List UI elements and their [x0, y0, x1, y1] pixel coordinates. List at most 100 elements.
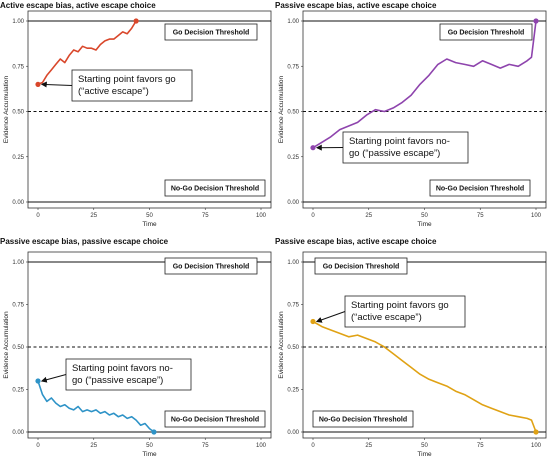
end-point [533, 18, 539, 24]
go-threshold-box [164, 257, 258, 275]
x-tick-label: 100 [256, 443, 267, 449]
nogo-threshold-label: No-Go Decision Threshold [436, 186, 524, 193]
start-point [310, 145, 316, 151]
nogo-threshold-label: No-Go Decision Threshold [171, 417, 259, 424]
y-tick-label: 0.25 [12, 388, 24, 394]
go-threshold-box [314, 257, 408, 275]
x-tick-label: 75 [202, 213, 209, 219]
y-tick-label: 0.75 [12, 303, 24, 309]
annotation-text: (“active escape”) [78, 86, 149, 97]
nogo-threshold-box [164, 179, 266, 197]
panel-title: Passive escape bias, active escape choic… [275, 1, 437, 10]
y-tick-label: 0.00 [12, 200, 24, 206]
x-tick-label: 50 [421, 443, 428, 449]
x-tick-label: 0 [311, 443, 315, 449]
y-tick-label: 1.00 [12, 19, 24, 25]
annotation-arrow [315, 311, 346, 323]
y-tick-label: 0.25 [287, 388, 299, 394]
annotation-text: Starting point favors go [78, 74, 176, 85]
plot-frame [302, 251, 547, 439]
y-axis-label: Evidence Accumulation [3, 76, 10, 144]
nogo-threshold-box [312, 410, 414, 428]
start-point [35, 81, 41, 87]
panel-title: Passive escape bias, active escape choic… [275, 237, 437, 246]
series-line [37, 380, 155, 433]
x-tick-label: 100 [531, 443, 542, 449]
annotation-text: Starting point favors no- [72, 363, 173, 374]
start-point [35, 378, 41, 384]
y-tick-label: 0.00 [12, 430, 24, 436]
y-axis-label: Evidence Accumulation [278, 76, 285, 144]
x-axis-label: Time [417, 221, 432, 228]
go-threshold-label: Go Decision Threshold [448, 30, 525, 37]
annotation-text: Starting point favors no- [349, 136, 450, 147]
annotation-arrow [40, 374, 67, 383]
nogo-threshold-box [429, 179, 531, 197]
y-tick-label: 0.25 [12, 155, 24, 161]
x-tick-label: 75 [202, 443, 209, 449]
x-tick-label: 25 [365, 213, 372, 219]
y-tick-label: 0.50 [12, 110, 24, 116]
annotation-arrow [40, 81, 73, 88]
plot-frame [27, 251, 272, 439]
x-tick-label: 25 [365, 443, 372, 449]
go-threshold-box [164, 23, 258, 41]
y-tick-label: 0.25 [287, 155, 299, 161]
end-point [133, 18, 139, 24]
panel-title: Active escape bias, active escape choice [0, 1, 156, 10]
x-tick-label: 50 [146, 213, 153, 219]
x-tick-label: 75 [477, 443, 484, 449]
end-point [533, 429, 539, 435]
go-threshold-label: Go Decision Threshold [173, 264, 250, 271]
panel-4: Passive escape bias, active escape choic… [275, 237, 547, 457]
x-tick-label: 75 [477, 213, 484, 219]
x-tick-label: 0 [36, 213, 40, 219]
panel-title: Passive escape bias, passive escape choi… [0, 237, 169, 246]
y-tick-label: 0.00 [287, 200, 299, 206]
panel-2: Passive escape bias, active escape choic… [275, 1, 547, 228]
x-tick-label: 50 [421, 213, 428, 219]
annotation-text: go (“passive escape”) [72, 375, 163, 386]
annotation-box [65, 358, 192, 391]
x-tick-label: 0 [311, 213, 315, 219]
y-tick-label: 0.50 [287, 110, 299, 116]
x-tick-label: 0 [36, 443, 40, 449]
y-tick-label: 0.50 [287, 345, 299, 351]
x-axis-label: Time [142, 451, 157, 457]
y-tick-label: 1.00 [287, 19, 299, 25]
x-tick-label: 25 [90, 443, 97, 449]
x-tick-label: 100 [531, 213, 542, 219]
y-tick-label: 0.75 [287, 64, 299, 70]
nogo-threshold-label: No-Go Decision Threshold [171, 186, 259, 193]
y-tick-label: 0.75 [287, 303, 299, 309]
annotation-text: (“active escape”) [351, 312, 422, 323]
panel-1: Active escape bias, active escape choice… [0, 1, 272, 228]
series-line [312, 20, 537, 149]
end-point [151, 429, 157, 435]
series-line [37, 20, 137, 86]
annotation-text: Starting point favors go [351, 300, 449, 311]
y-axis-label: Evidence Accumulation [278, 311, 285, 379]
annotation-text: go (“passive escape”) [349, 148, 440, 159]
y-tick-label: 0.50 [12, 345, 24, 351]
y-tick-label: 0.00 [287, 430, 299, 436]
y-tick-label: 1.00 [12, 260, 24, 266]
go-threshold-label: Go Decision Threshold [323, 264, 400, 271]
nogo-threshold-label: No-Go Decision Threshold [319, 417, 407, 424]
y-tick-label: 0.75 [12, 64, 24, 70]
y-tick-label: 1.00 [287, 260, 299, 266]
plot-frame [27, 10, 272, 209]
panel-3: Passive escape bias, passive escape choi… [0, 237, 272, 457]
go-threshold-label: Go Decision Threshold [173, 30, 250, 37]
nogo-threshold-box [164, 410, 266, 428]
go-threshold-box [439, 23, 533, 41]
x-tick-label: 50 [146, 443, 153, 449]
x-tick-label: 100 [256, 213, 267, 219]
x-axis-label: Time [142, 221, 157, 228]
x-tick-label: 25 [90, 213, 97, 219]
plot-frame [302, 10, 547, 209]
x-axis-label: Time [417, 451, 432, 457]
start-point [310, 318, 316, 325]
series-line [312, 320, 537, 433]
